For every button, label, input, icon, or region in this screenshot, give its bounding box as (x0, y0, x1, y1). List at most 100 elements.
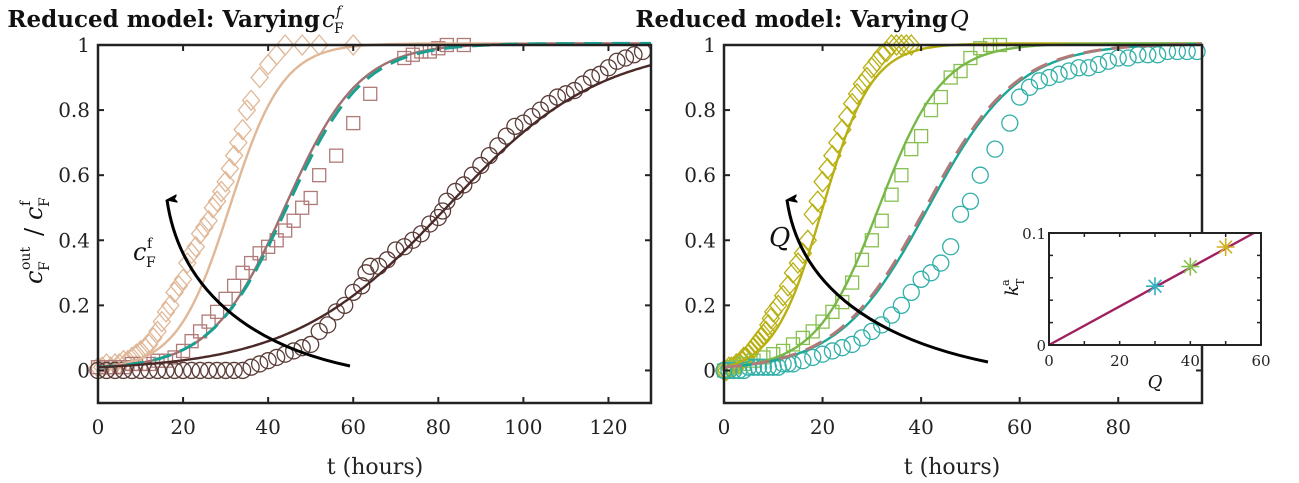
inset-data-point (1146, 277, 1164, 296)
inset-ylabel-sup: a (999, 279, 1012, 286)
data-point-square (192, 324, 208, 339)
inset-axes: 0 20 40 60 0 0.1 (1022, 225, 1270, 370)
data-point-circle (293, 339, 311, 357)
ylabel-sub1: F (37, 261, 53, 271)
y-tick-label: 0.2 (58, 293, 90, 317)
fit-line-dashed (97, 41, 651, 369)
data-point-square (226, 278, 242, 293)
fit-line-solid (97, 42, 651, 369)
data-point-diamond (842, 92, 862, 115)
x-tick-label: 40 (908, 415, 933, 439)
data-point-circle (216, 361, 235, 380)
inset-x-tick-label: 40 (1181, 352, 1200, 370)
right-annotation-label: Q (769, 223, 790, 253)
fit-line-solid (97, 64, 652, 369)
data-point-circle (804, 348, 822, 367)
data-point-diamond (267, 43, 287, 66)
y-tick-label: 0.2 (684, 293, 716, 317)
data-point-circle (1030, 72, 1049, 90)
data-point-square (894, 168, 909, 183)
data-point-diamond (182, 242, 201, 265)
right-plot-area (714, 33, 1206, 382)
data-point-diamond (857, 66, 877, 89)
inset-x-tick-label: 20 (1110, 352, 1129, 370)
data-point-circle (843, 335, 861, 354)
data-point-circle (1070, 59, 1088, 77)
data-point-circle (961, 192, 980, 210)
data-point-circle (268, 348, 286, 367)
data-point-diamond (165, 281, 184, 304)
left-chart: Reduced model: Varying c f F 0 20 40 60 80 10… (7, 4, 653, 480)
data-point-diamond (169, 274, 189, 297)
data-point-circle (986, 140, 1004, 158)
data-point-circle (319, 316, 337, 334)
series-2-markers (90, 37, 471, 375)
data-point-square (933, 89, 948, 105)
data-point-diamond (788, 252, 808, 275)
data-point-diamond (177, 252, 197, 275)
data-point-diamond (783, 261, 803, 284)
data-point-circle (1080, 59, 1098, 77)
data-point-circle (480, 147, 499, 165)
x-tick-label: 0 (718, 415, 731, 439)
left-chart-title-symbol-sub: F (334, 21, 344, 37)
inset-x-axis-label: Q (1148, 372, 1163, 393)
series-0-markers (88, 33, 363, 379)
data-point-circle (433, 202, 452, 220)
x-tick-label: 20 (170, 415, 195, 439)
data-point-square (295, 200, 310, 215)
fit-line-solid (97, 42, 651, 369)
data-point-circle (873, 316, 891, 334)
ylabel-c2: c (20, 207, 48, 220)
ylabel-sup1: out (18, 247, 34, 270)
data-point-square (235, 265, 250, 280)
data-point-circle (242, 358, 260, 376)
data-point-diamond (901, 33, 921, 57)
data-point-diamond (862, 56, 882, 79)
data-point-diamond (152, 310, 172, 333)
y-tick-label: 0.6 (684, 163, 716, 187)
data-point-square (756, 350, 771, 365)
data-point-diamond (852, 73, 872, 96)
inset-x-tick-label: 60 (1251, 352, 1270, 370)
ylabel-sup2: f (18, 199, 34, 206)
data-point-diamond (160, 294, 180, 317)
data-point-circle (833, 339, 851, 357)
inset-x-tick-label: 0 (1044, 352, 1054, 370)
data-point-diamond (224, 144, 244, 167)
y-tick-label: 1 (77, 33, 90, 57)
data-point-circle (548, 88, 567, 106)
data-point-diamond (212, 180, 231, 203)
data-point-circle (863, 322, 881, 341)
data-point-circle (182, 361, 201, 380)
y-tick-label: 0.4 (58, 228, 90, 252)
data-point-square (201, 314, 216, 329)
data-point-circle (971, 166, 989, 184)
inset-plot-area (1048, 231, 1255, 347)
x-tick-label: 80 (1106, 415, 1131, 439)
data-point-diamond (207, 190, 227, 213)
right-x-axis-label: t (hours) (904, 455, 1000, 480)
inset-chart: 0 20 40 60 0 0.1 Q k a T (999, 225, 1271, 393)
data-point-square (973, 41, 988, 56)
data-point-circle (1050, 65, 1068, 83)
data-point-circle (749, 358, 768, 376)
data-point-circle (823, 342, 842, 360)
data-point-circle (199, 361, 218, 380)
data-point-circle (361, 257, 379, 275)
axes-frame (722, 43, 1204, 405)
right-chart-title: Reduced model: Varying (635, 6, 948, 33)
data-point-diamond (156, 300, 176, 323)
data-point-circle (744, 358, 763, 376)
data-point-diamond (237, 99, 257, 122)
data-point-circle (902, 283, 920, 301)
x-tick-label: 80 (426, 415, 451, 439)
inset-y-axis-label: k a T (999, 278, 1027, 296)
data-point-circle (302, 335, 320, 354)
data-point-square (329, 148, 344, 163)
data-point-diamond (241, 89, 261, 112)
data-point-diamond (220, 157, 240, 180)
data-point-circle (412, 225, 430, 243)
data-point-circle (387, 241, 405, 259)
data-point-circle (951, 205, 970, 223)
